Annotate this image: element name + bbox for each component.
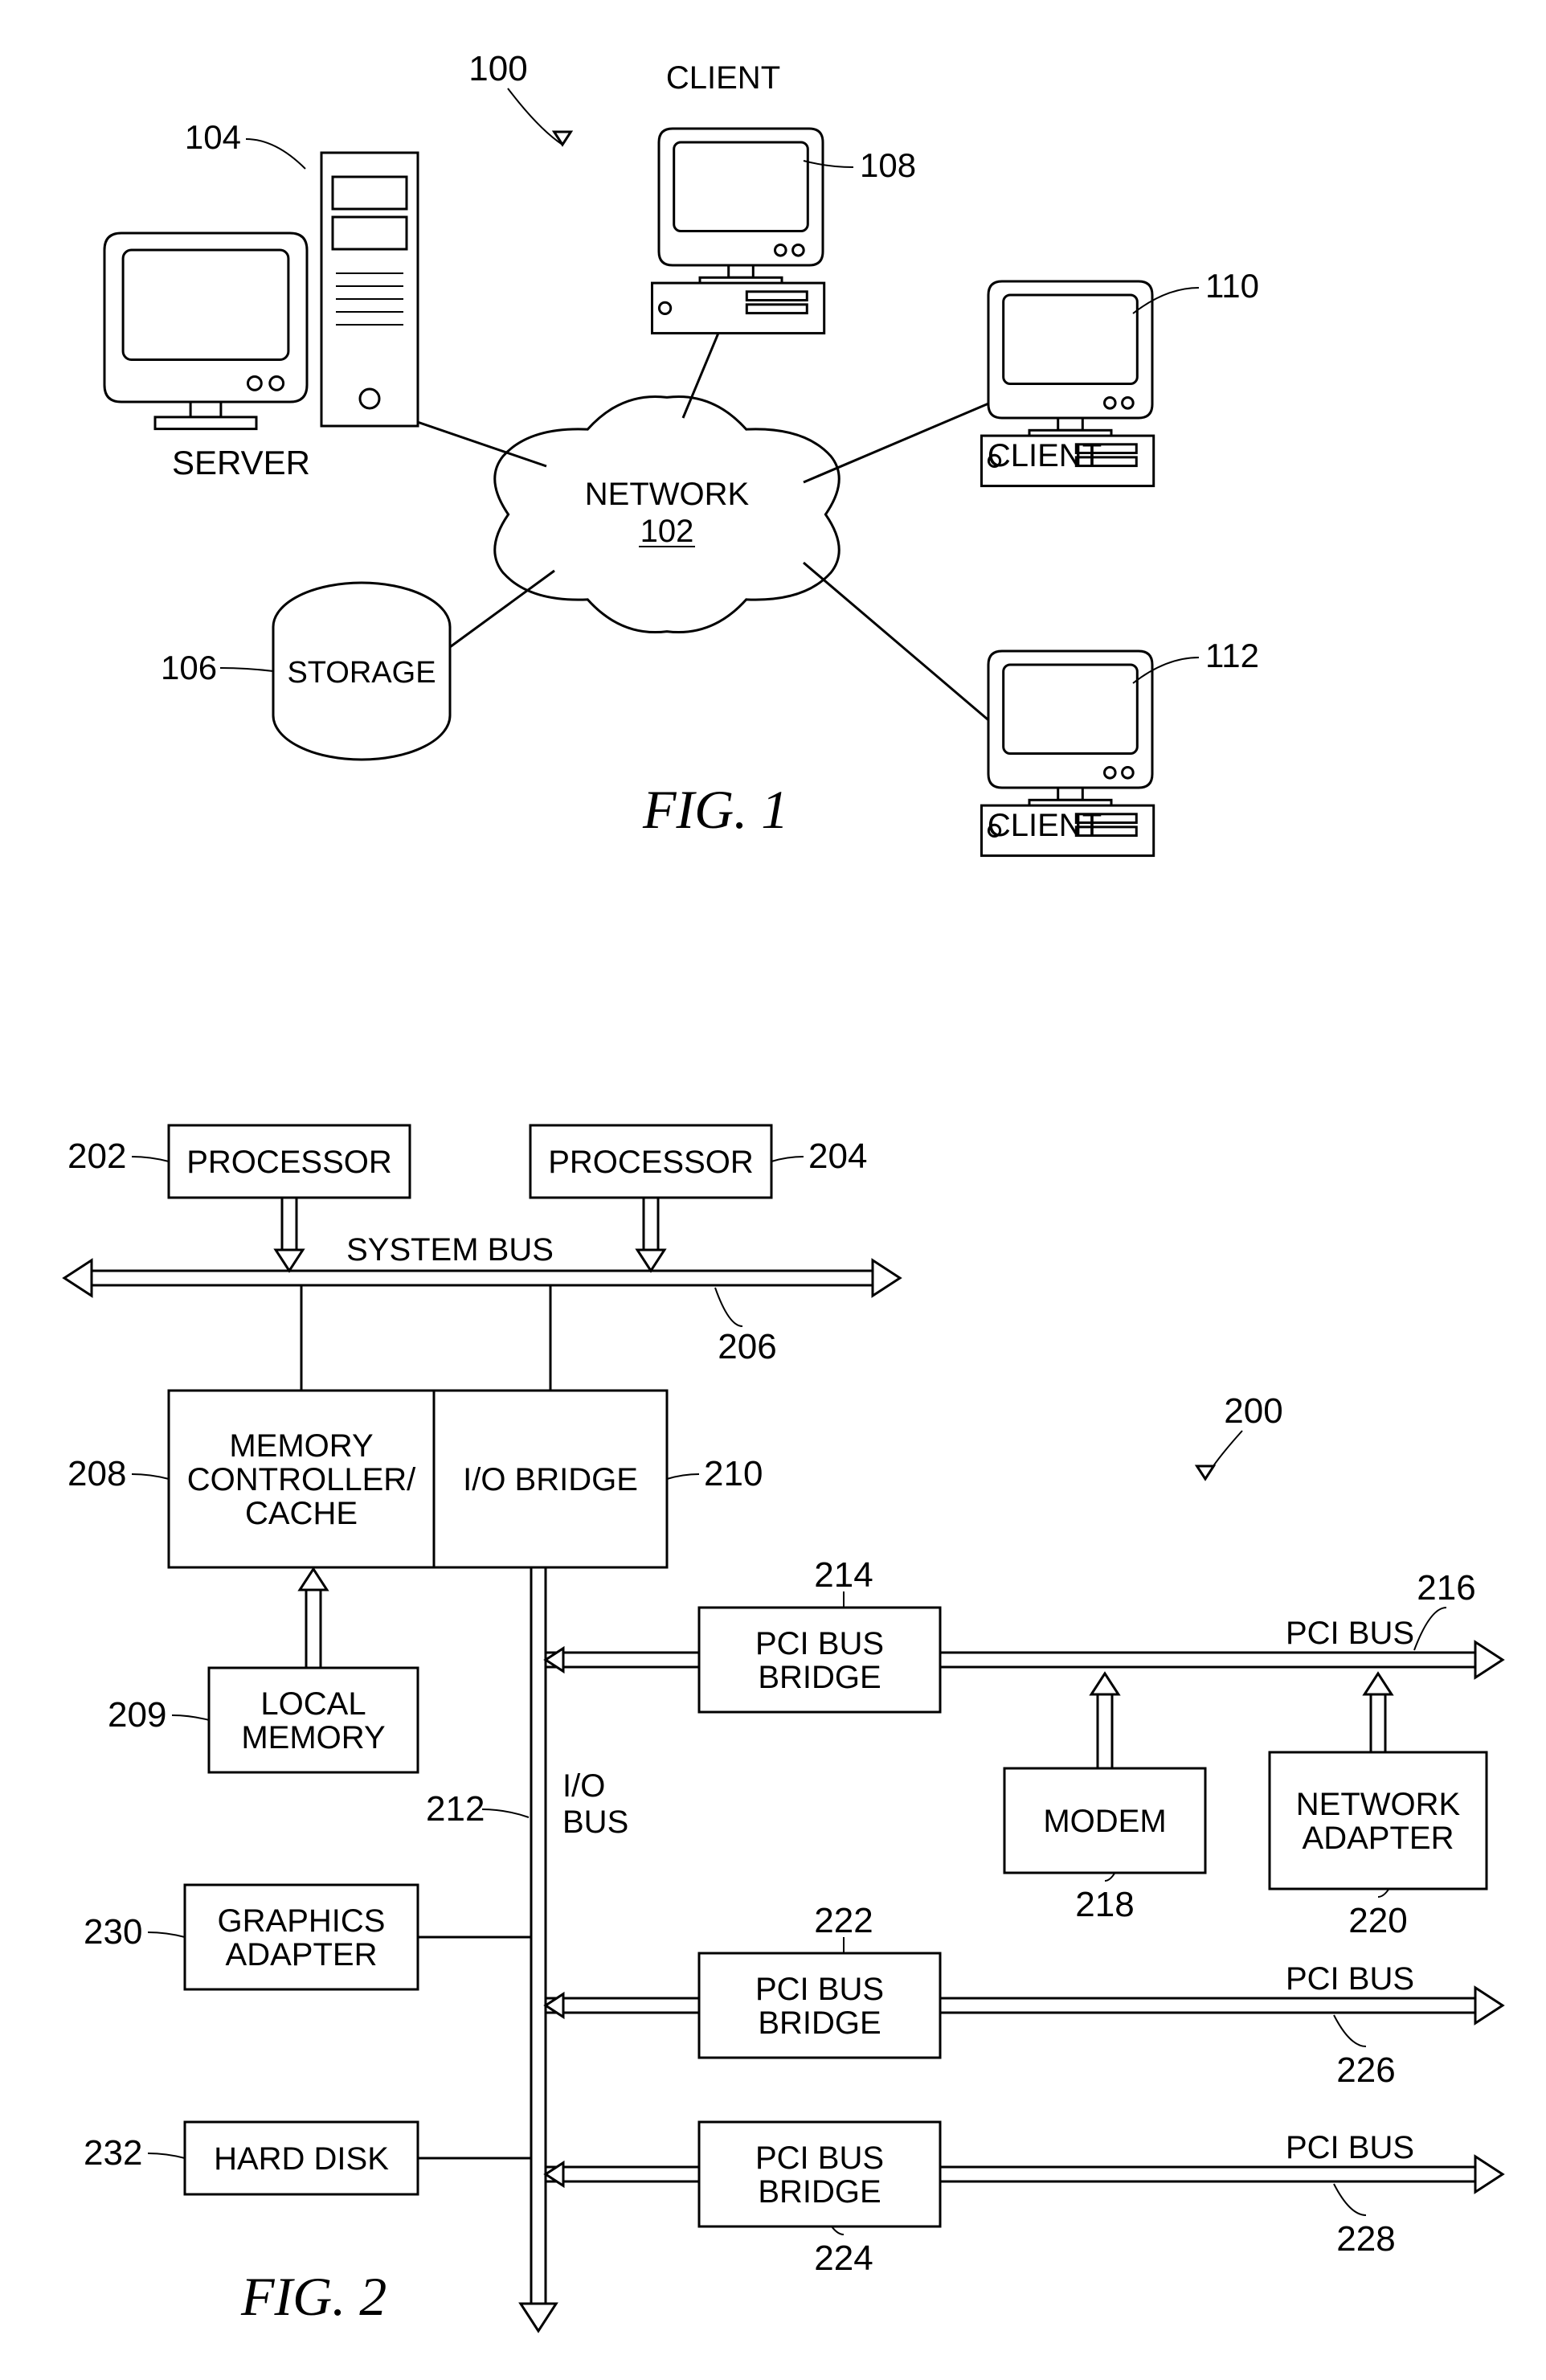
- svg-text:110: 110: [1205, 267, 1259, 305]
- svg-text:204: 204: [808, 1137, 867, 1176]
- svg-text:209: 209: [108, 1695, 166, 1735]
- svg-text:PCI BUS: PCI BUS: [1286, 2130, 1414, 2165]
- svg-text:112: 112: [1205, 637, 1259, 674]
- svg-text:PCI BUS: PCI BUS: [1286, 1616, 1414, 1651]
- svg-text:SYSTEM BUS: SYSTEM BUS: [346, 1232, 554, 1268]
- svg-text:214: 214: [814, 1555, 873, 1595]
- svg-text:206: 206: [718, 1327, 776, 1366]
- svg-text:HARD DISK: HARD DISK: [214, 2141, 389, 2177]
- svg-text:102: 102: [640, 514, 694, 549]
- svg-text:212: 212: [426, 1789, 485, 1829]
- svg-text:202: 202: [67, 1137, 126, 1176]
- svg-text:208: 208: [67, 1454, 126, 1493]
- svg-text:CLIENT: CLIENT: [666, 60, 780, 96]
- svg-text:200: 200: [1224, 1391, 1282, 1431]
- svg-text:CLIENT: CLIENT: [988, 438, 1102, 473]
- svg-text:FIG. 2: FIG. 2: [240, 2266, 386, 2327]
- svg-text:PCI BUS: PCI BUS: [1286, 1961, 1414, 1997]
- svg-text:NETWORKADAPTER: NETWORKADAPTER: [1296, 1787, 1461, 1856]
- svg-text:SERVER: SERVER: [172, 444, 310, 481]
- svg-text:BUS: BUS: [562, 1804, 628, 1840]
- svg-text:LOCALMEMORY: LOCALMEMORY: [241, 1686, 385, 1755]
- svg-text:MODEM: MODEM: [1043, 1804, 1166, 1839]
- svg-text:PCI BUSBRIDGE: PCI BUSBRIDGE: [755, 1972, 884, 2041]
- svg-text:100: 100: [468, 49, 527, 88]
- svg-text:GRAPHICSADAPTER: GRAPHICSADAPTER: [218, 1903, 386, 1972]
- svg-text:NETWORK: NETWORK: [585, 477, 750, 512]
- svg-text:104: 104: [185, 118, 241, 156]
- svg-text:226: 226: [1336, 2050, 1395, 2090]
- svg-text:210: 210: [704, 1454, 763, 1493]
- svg-text:232: 232: [84, 2133, 142, 2173]
- svg-text:230: 230: [84, 1912, 142, 1952]
- svg-text:228: 228: [1336, 2219, 1395, 2259]
- svg-text:STORAGE: STORAGE: [287, 656, 436, 690]
- svg-text:PROCESSOR: PROCESSOR: [186, 1145, 392, 1180]
- svg-text:I/O: I/O: [562, 1768, 605, 1804]
- svg-text:220: 220: [1348, 1901, 1407, 1940]
- svg-text:PROCESSOR: PROCESSOR: [548, 1145, 754, 1180]
- svg-text:PCI BUSBRIDGE: PCI BUSBRIDGE: [755, 1626, 884, 1695]
- svg-text:216: 216: [1417, 1568, 1475, 1608]
- svg-text:224: 224: [814, 2239, 873, 2278]
- svg-text:222: 222: [814, 1901, 873, 1940]
- svg-text:218: 218: [1075, 1885, 1134, 1924]
- svg-text:PCI BUSBRIDGE: PCI BUSBRIDGE: [755, 2140, 884, 2210]
- svg-text:FIG. 1: FIG. 1: [642, 779, 788, 840]
- svg-text:I/O BRIDGE: I/O BRIDGE: [463, 1462, 638, 1497]
- svg-text:CLIENT: CLIENT: [988, 808, 1102, 843]
- svg-text:106: 106: [161, 649, 217, 686]
- svg-text:108: 108: [860, 146, 916, 184]
